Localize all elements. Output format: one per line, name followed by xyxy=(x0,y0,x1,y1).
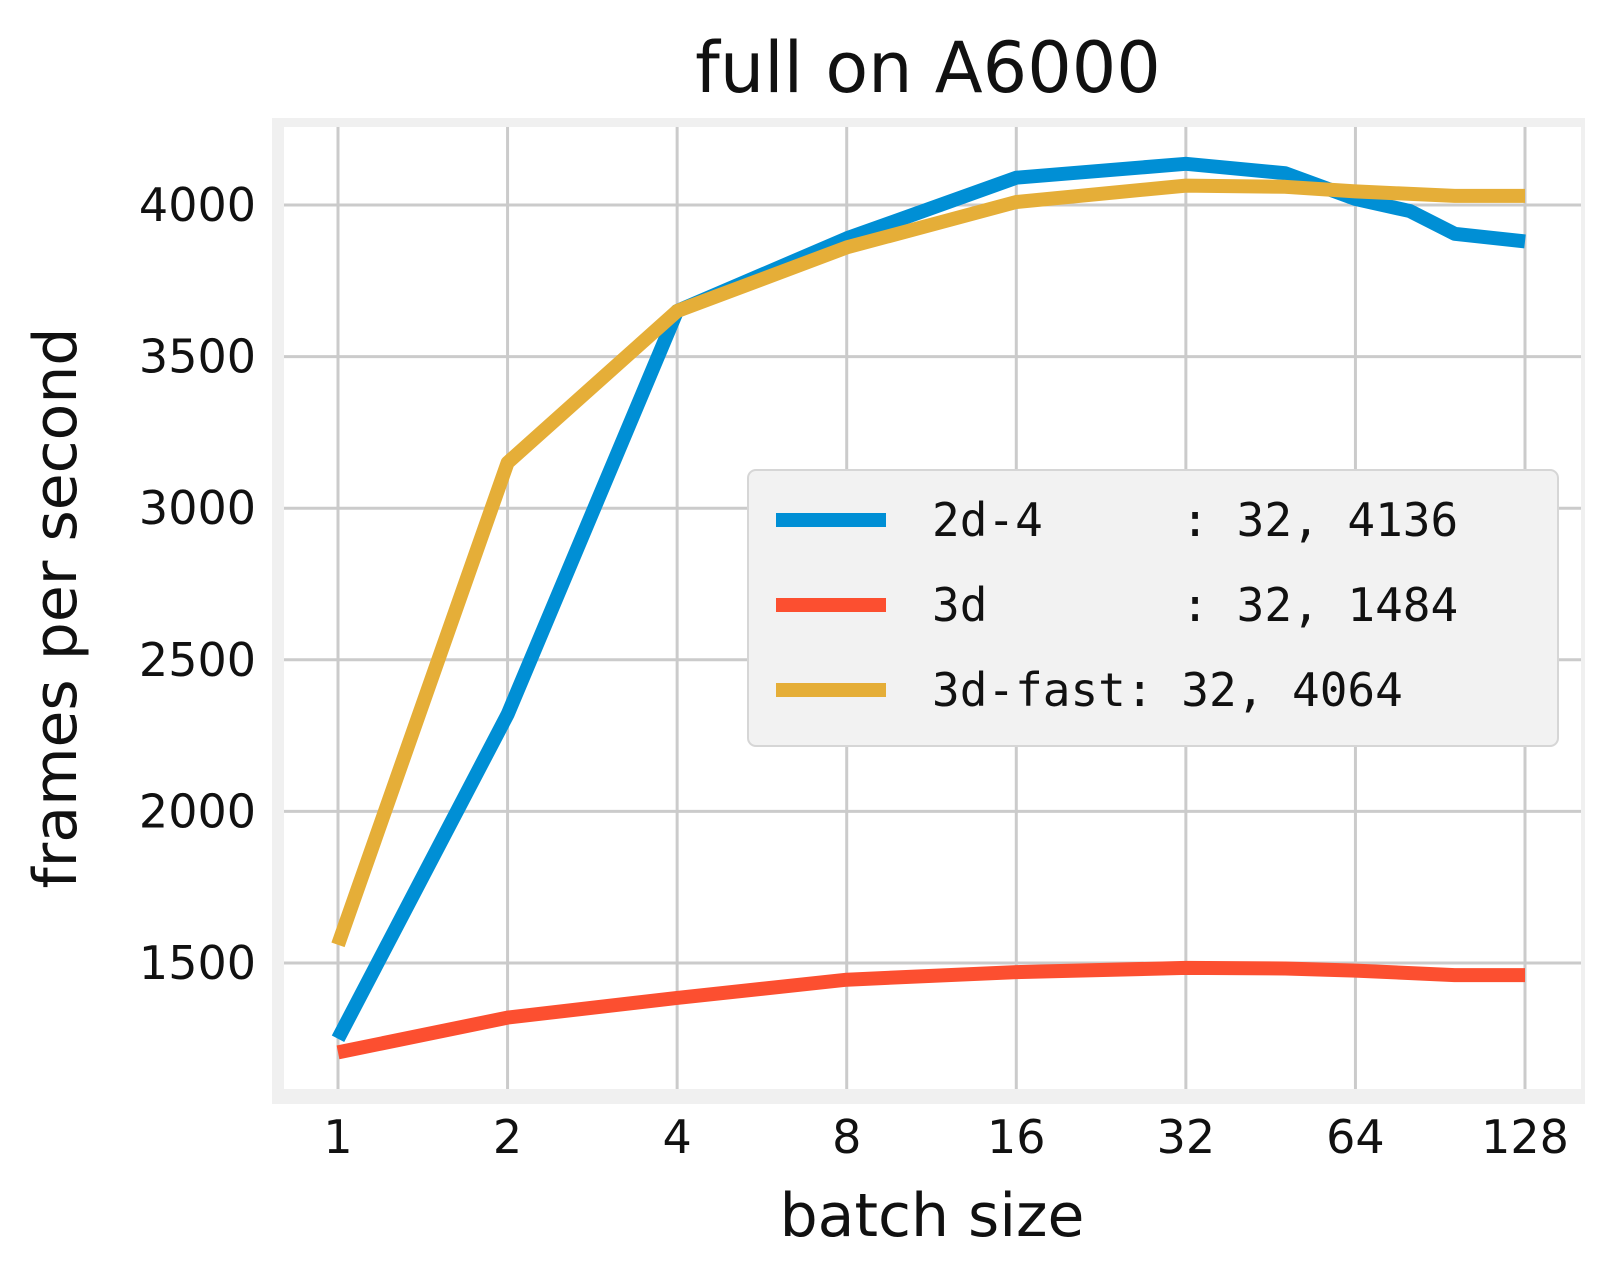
x-tick-label-128: 128 xyxy=(1481,1110,1569,1164)
y-tick-label-1500: 1500 xyxy=(139,936,256,990)
x-tick-label-64: 64 xyxy=(1326,1110,1385,1164)
x-tick-label-8: 8 xyxy=(832,1110,861,1164)
chart-title: full on A6000 xyxy=(695,27,1161,109)
x-tick-label-32: 32 xyxy=(1157,1110,1216,1164)
y-tick-label-2500: 2500 xyxy=(139,633,256,687)
x-tick-label-2: 2 xyxy=(493,1110,522,1164)
series-lines xyxy=(331,156,1526,1060)
series-line-2d-4 xyxy=(331,156,1526,1043)
y-tick-label-4000: 4000 xyxy=(139,178,256,232)
x-tick-labels: 1 2 4 8 16 32 64 128 xyxy=(323,1110,1569,1164)
legend-label-2d-4: 2d-4 : 32, 4136 xyxy=(932,493,1458,547)
y-axis-title: frames per second xyxy=(21,328,91,889)
series-line-3d xyxy=(336,960,1525,1060)
y-tick-labels: 1500 2000 2500 3000 3500 4000 xyxy=(139,178,256,990)
legend-box xyxy=(747,469,1559,747)
y-tick-label-2000: 2000 xyxy=(139,784,256,838)
legend-label-3d: 3d : 32, 1484 xyxy=(932,578,1458,632)
x-tick-label-4: 4 xyxy=(663,1110,692,1164)
y-tick-label-3000: 3000 xyxy=(139,481,256,535)
legend: 2d-4 : 32, 4136 3d : 32, 1484 3d-fast: 3… xyxy=(747,469,1559,747)
series-line-3d-fast xyxy=(331,178,1525,948)
legend-label-3d-fast: 3d-fast: 32, 4064 xyxy=(932,663,1403,717)
x-tick-label-16: 16 xyxy=(987,1110,1046,1164)
y-tick-label-3500: 3500 xyxy=(139,330,256,384)
x-axis-title: batch size xyxy=(780,1181,1085,1251)
x-tick-label-1: 1 xyxy=(323,1110,352,1164)
